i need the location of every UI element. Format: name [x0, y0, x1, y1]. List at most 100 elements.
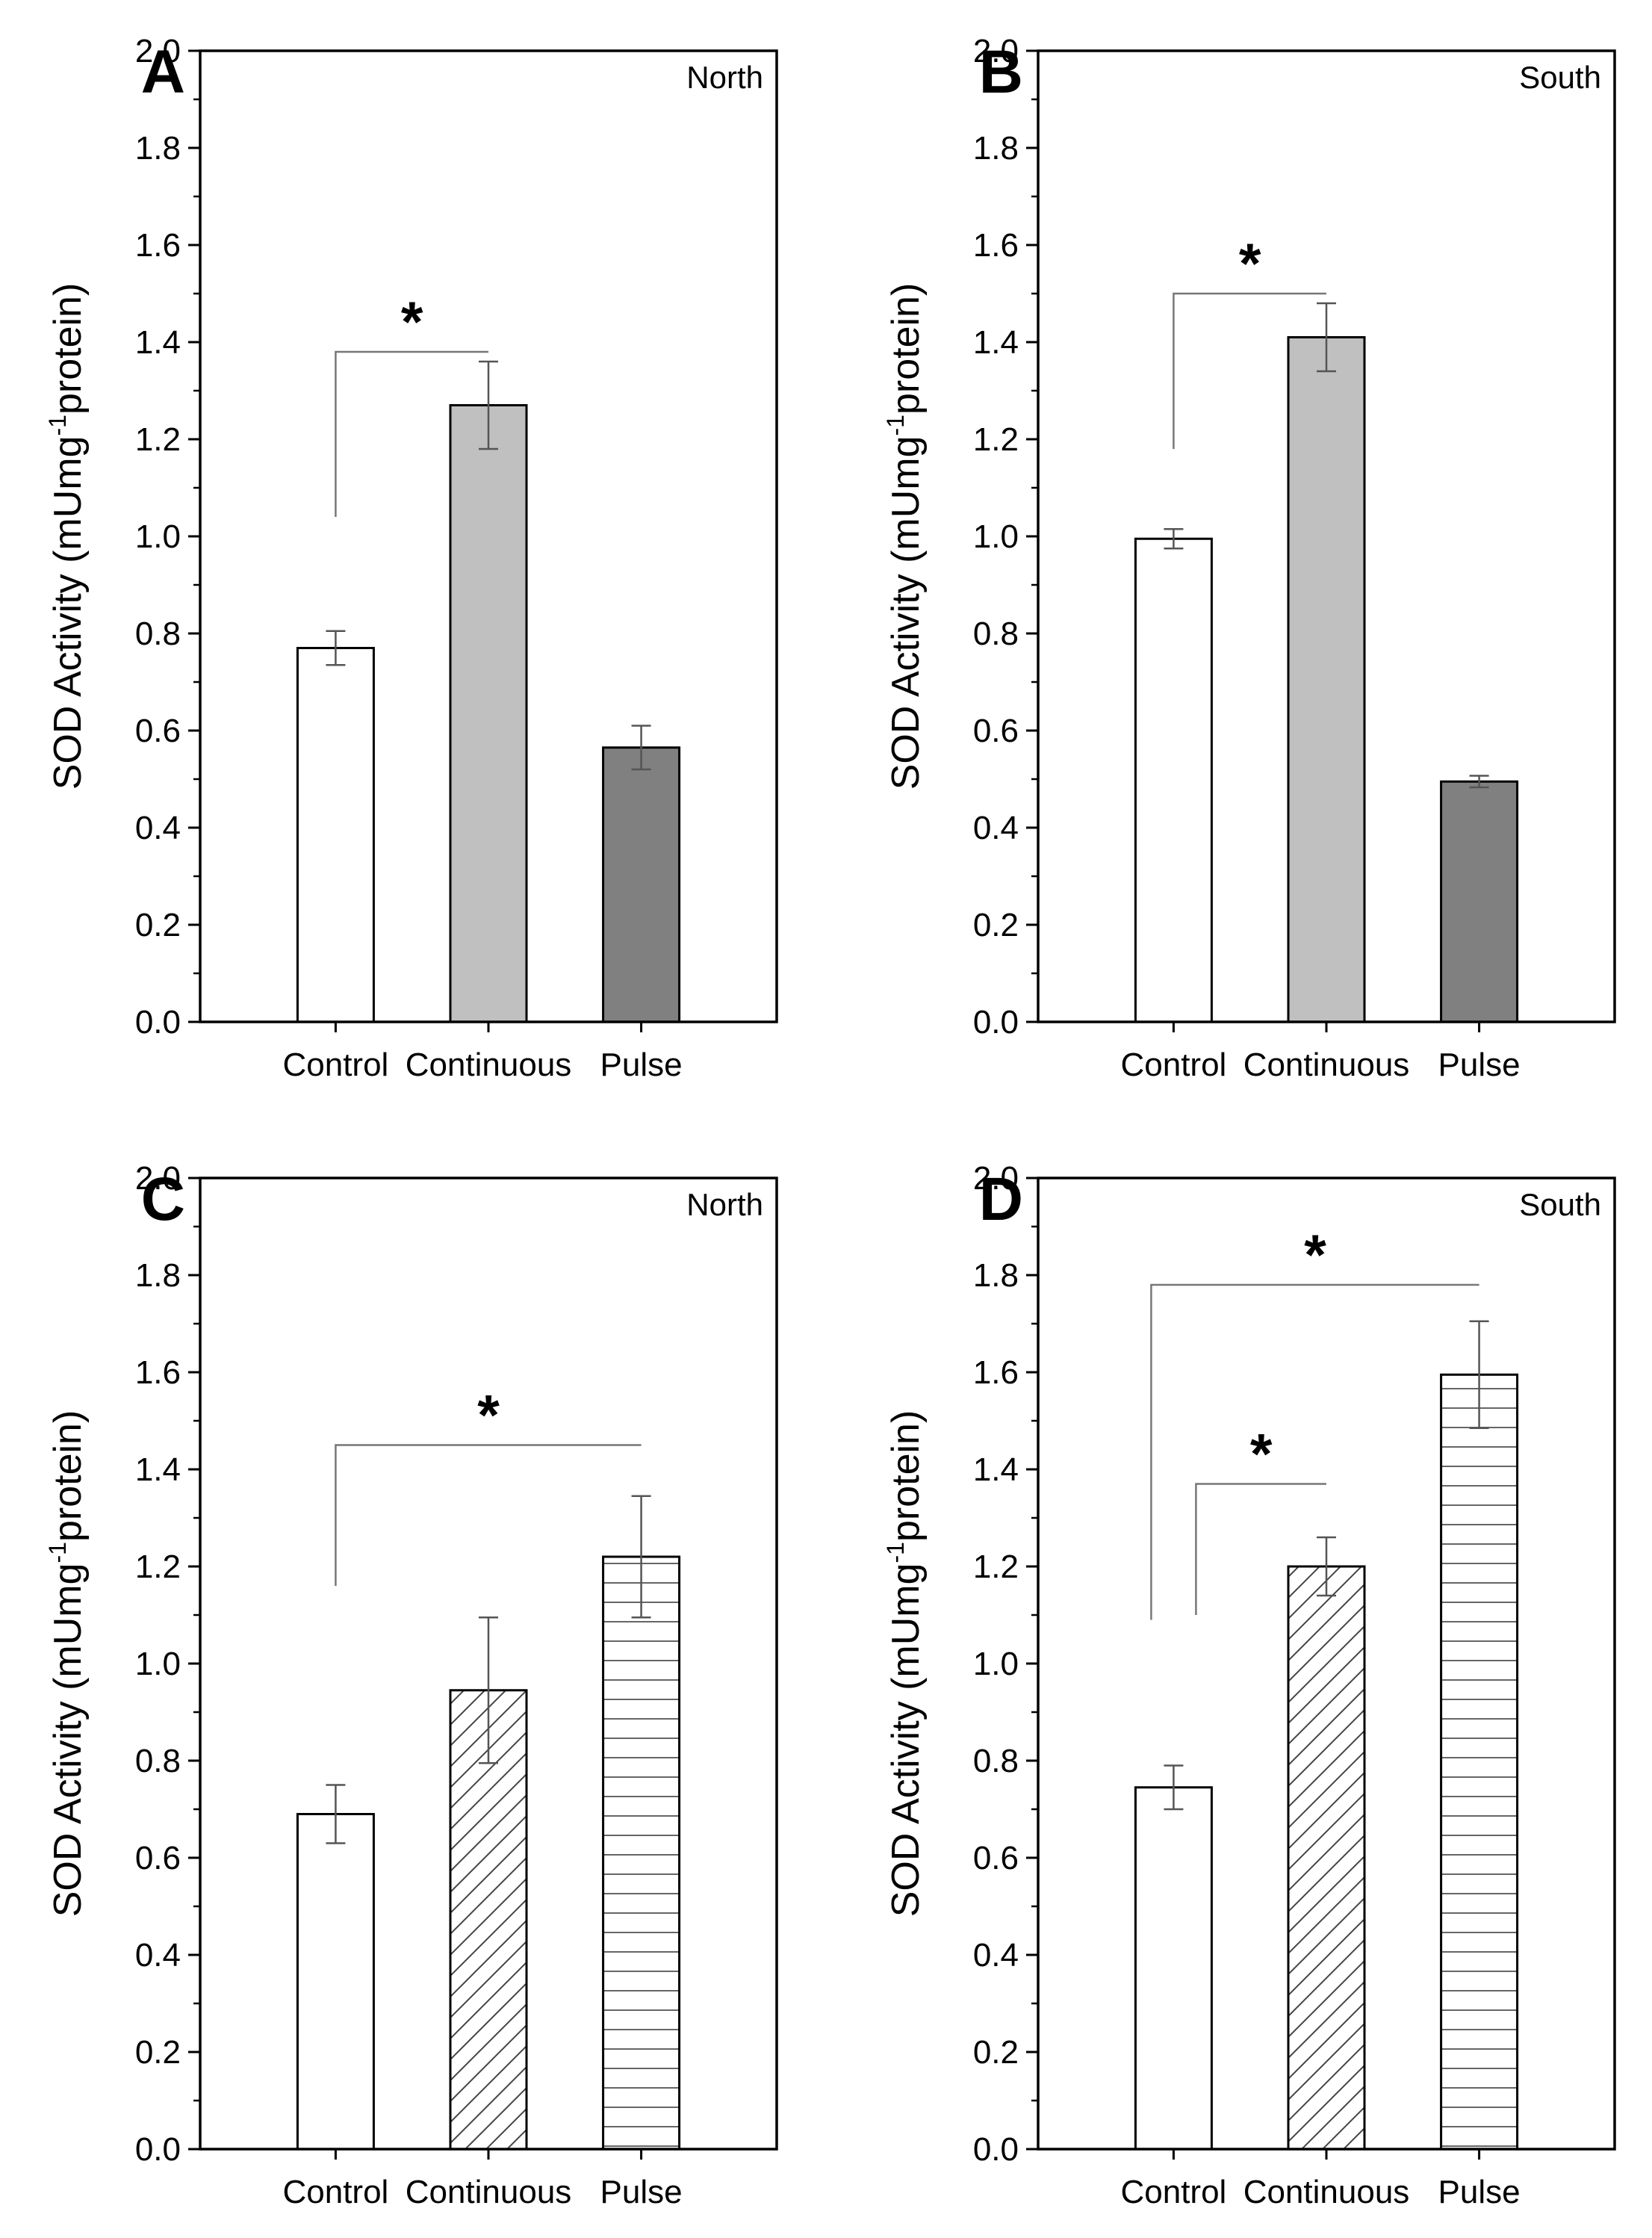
significance-star: * [1239, 232, 1261, 296]
region-label: North [686, 60, 763, 95]
y-tick-label: 1.6 [973, 227, 1019, 264]
y-tick-label: 1.8 [135, 1257, 181, 1294]
bar-fill [297, 1814, 374, 2149]
y-tick-label: 0.2 [135, 907, 181, 943]
y-tick-label: 1.8 [973, 1257, 1019, 1294]
y-tick-label: 0.2 [973, 907, 1019, 943]
bar-fill [1441, 781, 1518, 1022]
bar-pattern [1441, 1374, 1518, 2149]
x-tick-label: Control [282, 2174, 388, 2210]
bar-fill [603, 747, 680, 1022]
significance-star: * [1250, 1423, 1273, 1487]
bar-fill [1135, 539, 1212, 1022]
significance-star: * [401, 291, 423, 354]
y-axis-title: SOD Activity (mUmg-1protein) [882, 283, 928, 790]
y-tick-label: 1.8 [135, 130, 181, 167]
y-tick-label: 0.6 [973, 1840, 1019, 1876]
y-tick-label: 1.2 [135, 1549, 181, 1585]
y-tick-label: 1.4 [973, 324, 1019, 361]
region-label: North [686, 1187, 763, 1222]
x-tick-label: Pulse [600, 2174, 683, 2210]
y-tick-label: 0.4 [973, 1937, 1019, 1974]
y-tick-label: 0.2 [973, 2034, 1019, 2071]
y-axis-title-sup: -1 [882, 415, 909, 435]
x-tick-label: Continuous [406, 2174, 572, 2210]
x-tick-label: Continuous [1243, 1047, 1410, 1083]
y-axis-title-end: protein) [46, 1410, 90, 1542]
y-tick-label: 1.4 [135, 324, 181, 361]
y-tick-label: 0.8 [135, 616, 181, 652]
significance-bracket [1195, 1483, 1326, 1615]
region-label: South [1519, 60, 1601, 95]
y-tick-label: 0.4 [135, 810, 181, 846]
y-tick-label: 0.4 [973, 810, 1019, 846]
significance-star: * [477, 1384, 500, 1448]
y-tick-label: 1.2 [973, 421, 1019, 458]
y-tick-label: 0.6 [135, 1840, 181, 1876]
chart-panel-b: * 0.0 0.2 0.4 0.6 0.8 1.0 1.2 1.4 1.6 1.8 2.0 Contro… [882, 33, 1616, 1083]
bar-fill [1288, 337, 1364, 1022]
y-axis-title: SOD Activity (mUmg-1protein) [44, 283, 90, 790]
chart-panel-c: * 0.0 0.2 0.4 0.6 0.8 1.0 1.2 1.4 1.6 1.8 2.0 Contro… [44, 1160, 778, 2210]
x-tick-label: Control [1120, 1047, 1226, 1083]
y-tick-label: 1.6 [973, 1354, 1019, 1391]
y-tick-label: 1.4 [973, 1451, 1019, 1488]
y-tick-label: 1.0 [973, 1646, 1019, 1682]
bar-fill [1135, 1787, 1212, 2149]
bar-fill [450, 405, 527, 1022]
y-tick-label: 1.0 [135, 518, 181, 555]
y-axis-title-main: SOD Activity (mUmg [884, 1563, 928, 1917]
x-tick-label: Continuous [406, 1047, 572, 1083]
bar-pattern [603, 1557, 680, 2149]
y-tick-label: 1.4 [135, 1451, 181, 1488]
y-tick-label: 1.8 [973, 130, 1019, 167]
y-tick-label: 1.6 [135, 1354, 181, 1391]
y-tick-label: 0.6 [973, 713, 1019, 749]
x-tick-label: Continuous [1243, 2174, 1410, 2210]
y-axis-title: SOD Activity (mUmg-1protein) [882, 1410, 928, 1918]
y-tick-label: 1.2 [973, 1549, 1019, 1585]
y-tick-label: 0.6 [135, 713, 181, 749]
y-tick-label: 0.0 [135, 1004, 181, 1041]
y-tick-label: 1.2 [135, 421, 181, 458]
y-tick-label: 2.0 [973, 1160, 1019, 1197]
y-axis-title-sup: -1 [882, 1542, 909, 1563]
y-tick-label: 0.8 [135, 1743, 181, 1779]
y-axis-title-end: protein) [884, 1410, 928, 1542]
region-label: South [1519, 1187, 1601, 1222]
panel-letter: C [141, 1165, 185, 1233]
y-axis-title-end: protein) [884, 283, 928, 415]
y-axis-title-main: SOD Activity (mUmg [46, 435, 90, 790]
x-tick-label: Pulse [1438, 1047, 1521, 1083]
y-tick-label: 1.0 [135, 1646, 181, 1682]
bar-pattern [1288, 1566, 1364, 2149]
y-tick-label: 0.4 [135, 1937, 181, 1974]
chart-panel-a: * 0.0 0.2 0.4 0.6 0.8 1.0 1.2 1.4 1.6 1.8 2.0 Contro… [44, 33, 778, 1083]
y-tick-label: 2.0 [135, 1160, 181, 1197]
y-tick-label: 0.8 [973, 616, 1019, 652]
y-tick-label: 2.0 [973, 33, 1019, 69]
y-axis-title: SOD Activity (mUmg-1protein) [44, 1410, 90, 1918]
y-tick-label: 0.0 [135, 2131, 181, 2168]
y-axis-title-sup: -1 [44, 415, 71, 435]
y-axis-title-sup: -1 [44, 1542, 71, 1563]
bar-pattern [450, 1690, 527, 2149]
y-tick-label: 0.0 [973, 2131, 1019, 2168]
y-tick-label: 0.8 [973, 1743, 1019, 1779]
significance-bracket [1173, 292, 1326, 449]
y-tick-label: 0.2 [135, 2034, 181, 2071]
y-axis-title-main: SOD Activity (mUmg [46, 1563, 90, 1917]
panel-letter: D [979, 1165, 1023, 1233]
panel-letter: B [979, 38, 1023, 106]
x-tick-label: Pulse [600, 1047, 683, 1083]
y-tick-label: 1.6 [135, 227, 181, 264]
y-tick-label: 0.0 [973, 1004, 1019, 1041]
x-tick-label: Pulse [1438, 2174, 1521, 2210]
significance-bracket [335, 1444, 642, 1586]
significance-bracket [335, 350, 488, 517]
y-tick-label: 1.0 [973, 518, 1019, 555]
y-axis-title-end: protein) [46, 283, 90, 415]
bar-fill [297, 648, 374, 1022]
panel-letter: A [141, 38, 185, 106]
